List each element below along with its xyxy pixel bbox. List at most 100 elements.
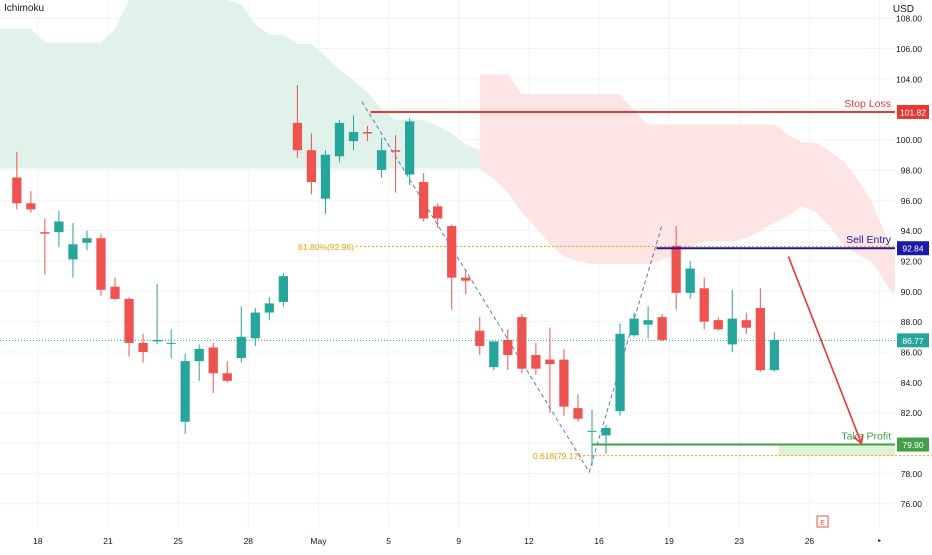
candle-body bbox=[348, 132, 359, 142]
take-profit-zone bbox=[778, 444, 895, 456]
candle-body bbox=[68, 244, 78, 260]
candle-body bbox=[489, 341, 499, 368]
candle-body bbox=[573, 408, 583, 419]
candle-body bbox=[629, 318, 639, 336]
zigzag-pattern-line bbox=[361, 101, 663, 474]
candle-body bbox=[264, 303, 274, 313]
x-tick-label: 12 bbox=[524, 536, 534, 546]
y-tick-label: 84.00 bbox=[901, 378, 923, 388]
ichimoku-cloud-bearish bbox=[479, 74, 895, 295]
indicator-label[interactable]: Ichimoku bbox=[4, 3, 45, 14]
price-badge-stop-text: 101.82 bbox=[900, 107, 926, 117]
candle-body bbox=[713, 320, 723, 330]
candle-body bbox=[194, 348, 204, 362]
candle-body bbox=[166, 342, 176, 344]
y-tick-label: 82.00 bbox=[901, 408, 923, 418]
candle-body bbox=[40, 232, 50, 234]
candle-body bbox=[615, 333, 625, 412]
x-tick-label: 18 bbox=[33, 536, 43, 546]
candle-body bbox=[124, 298, 134, 343]
candle-body bbox=[236, 336, 246, 359]
candle-body bbox=[404, 121, 415, 175]
candle-body bbox=[96, 238, 106, 290]
fib-level-label: 0.618(79.17) bbox=[533, 451, 581, 461]
x-tick-label: 21 bbox=[103, 536, 113, 546]
candle-body bbox=[138, 342, 148, 352]
candle-body bbox=[278, 276, 288, 302]
trade-arrow-shaft bbox=[787, 256, 863, 444]
x-tick-label: 25 bbox=[173, 536, 183, 546]
y-tick-label: 94.00 bbox=[901, 226, 923, 236]
candle-body bbox=[755, 308, 765, 371]
candle-body bbox=[601, 427, 611, 436]
x-tick-label: 23 bbox=[735, 536, 745, 546]
y-tick-label: 78.00 bbox=[901, 469, 923, 479]
candle-body bbox=[643, 320, 653, 325]
candle-body bbox=[447, 226, 457, 278]
footer-badge-letter: E bbox=[820, 520, 825, 527]
y-tick-label: 86.00 bbox=[901, 348, 923, 358]
ichimoku-cloud-bullish bbox=[0, 0, 480, 169]
y-tick-label: 76.00 bbox=[901, 499, 923, 509]
footer-badge-box bbox=[816, 515, 829, 528]
y-tick-label: 92.00 bbox=[901, 256, 923, 266]
candle-body bbox=[657, 317, 667, 340]
y-tick-label: 90.00 bbox=[901, 287, 923, 297]
candle-body bbox=[461, 277, 471, 281]
candles-layer bbox=[12, 84, 779, 466]
y-tick-label: 108.00 bbox=[896, 14, 922, 24]
y-tick-label: 98.00 bbox=[901, 165, 923, 175]
trade-arrow-head bbox=[853, 434, 864, 445]
fib-level-label: 61.80%(92.96) bbox=[298, 242, 354, 252]
candle-body bbox=[292, 122, 303, 151]
x-tick-label: ‣ bbox=[877, 536, 882, 546]
price-badge-entry-box bbox=[897, 241, 929, 256]
candle-body bbox=[180, 361, 190, 422]
candle-body bbox=[376, 150, 387, 170]
candle-body bbox=[559, 359, 569, 407]
candle-body bbox=[685, 268, 695, 293]
candle-body bbox=[222, 373, 232, 381]
x-tick-label: 19 bbox=[664, 536, 674, 546]
x-tick-label: 16 bbox=[594, 536, 604, 546]
take-profit-zone-layer bbox=[778, 444, 895, 456]
candle-body bbox=[12, 177, 22, 204]
candle-body bbox=[699, 288, 709, 322]
candle-body bbox=[26, 203, 36, 210]
price-badge-current-box bbox=[897, 333, 929, 348]
trade-arrow-layer bbox=[787, 256, 864, 445]
candle-body bbox=[334, 122, 345, 157]
candle-body bbox=[419, 182, 429, 219]
ichimoku-cloud bbox=[0, 0, 895, 295]
price-badge-stop-box bbox=[897, 104, 929, 119]
candle-body bbox=[741, 320, 751, 328]
x-tick-label: 5 bbox=[386, 536, 391, 546]
y-tick-label: 88.00 bbox=[901, 317, 923, 327]
x-tick-label: 28 bbox=[244, 536, 254, 546]
candle-body bbox=[390, 150, 401, 152]
currency-label: USD bbox=[892, 4, 914, 15]
candle-body bbox=[320, 154, 331, 199]
level-label-entry: Sell Entry bbox=[846, 234, 892, 246]
candle-body bbox=[587, 430, 597, 432]
candle-body bbox=[517, 317, 527, 369]
price-axis[interactable]: 76.0078.0080.0082.0084.0086.0088.0090.00… bbox=[896, 14, 922, 510]
trade-levels-layer: Stop Loss Sell Entry Take Profit bbox=[0, 98, 895, 446]
y-tick-label: 104.00 bbox=[896, 74, 922, 84]
candle-body bbox=[208, 347, 218, 374]
price-badge-target-text: 79.90 bbox=[902, 440, 924, 450]
price-badge-entry-text: 92.84 bbox=[902, 244, 924, 254]
candle-body bbox=[306, 150, 317, 183]
level-label-stop: Stop Loss bbox=[844, 98, 891, 110]
price-badge-target-box bbox=[897, 437, 929, 452]
candle-body bbox=[110, 286, 120, 299]
price-badges: 101.82 92.84 79.90 86.77 bbox=[897, 104, 929, 452]
time-axis[interactable]: 18 21 25 28 May 5 9 12 16 19 23 26 ‣ E bbox=[33, 515, 882, 546]
y-tick-label: 96.00 bbox=[901, 196, 923, 206]
x-tick-label: May bbox=[310, 536, 327, 546]
candle-body bbox=[531, 355, 541, 369]
candle-body bbox=[82, 238, 92, 243]
zigzag-layer bbox=[361, 101, 663, 474]
